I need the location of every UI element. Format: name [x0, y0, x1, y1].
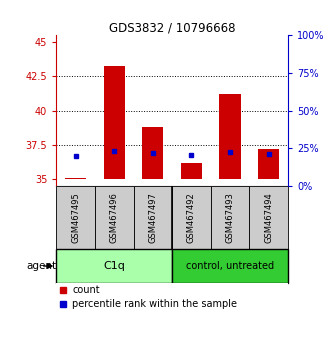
- Text: GSM467492: GSM467492: [187, 192, 196, 243]
- Bar: [172, 186, 211, 249]
- Text: percentile rank within the sample: percentile rank within the sample: [72, 299, 237, 309]
- Bar: [219, 94, 241, 179]
- Bar: [56, 186, 95, 249]
- Bar: [65, 178, 86, 179]
- Bar: [142, 127, 164, 179]
- Text: C1q: C1q: [103, 261, 125, 271]
- Bar: [181, 163, 202, 179]
- Bar: [211, 186, 249, 249]
- Text: GSM467494: GSM467494: [264, 192, 273, 243]
- Title: GDS3832 / 10796668: GDS3832 / 10796668: [109, 21, 235, 34]
- Text: control, untreated: control, untreated: [186, 261, 274, 271]
- Text: GSM467497: GSM467497: [148, 192, 157, 243]
- Text: agent: agent: [26, 261, 56, 271]
- Text: GSM467496: GSM467496: [110, 192, 119, 243]
- Bar: [56, 249, 172, 283]
- Bar: [172, 249, 288, 283]
- Bar: [133, 186, 172, 249]
- Bar: [95, 186, 133, 249]
- Text: GSM467493: GSM467493: [225, 192, 235, 243]
- Text: count: count: [72, 285, 100, 295]
- Text: GSM467495: GSM467495: [71, 192, 80, 243]
- Bar: [104, 65, 125, 179]
- Bar: [258, 149, 279, 179]
- Bar: [249, 186, 288, 249]
